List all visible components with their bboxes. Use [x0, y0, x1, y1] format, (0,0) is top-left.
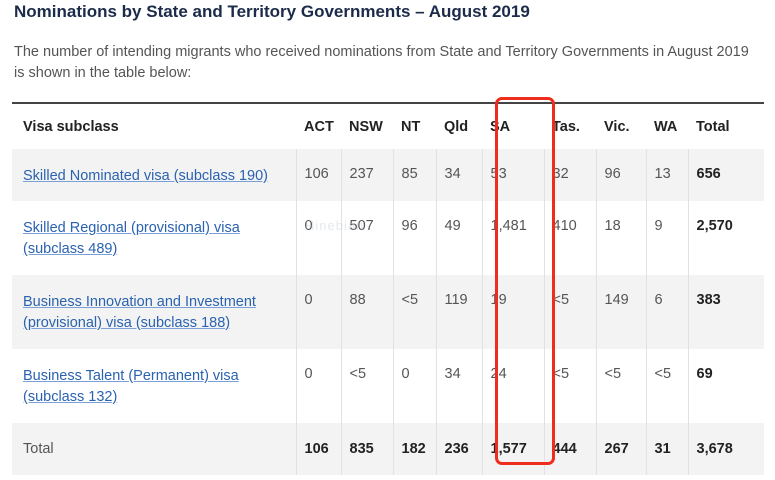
total-vic: 267	[595, 423, 646, 475]
total-label: Total	[23, 440, 54, 457]
header-nt: NT	[401, 118, 421, 135]
cell-qld: 119	[435, 275, 482, 349]
cell-qld: 49	[435, 201, 482, 275]
total-row: Total 106 835 182 236 1,577 444 267 31 3…	[12, 423, 764, 475]
header-act: ACT	[304, 118, 334, 135]
cell-act: 0	[295, 201, 341, 275]
cell-total: 383	[687, 275, 764, 349]
cell-tas: <5	[543, 275, 596, 349]
visa-link-line1: Skilled Regional (provisional) visa	[23, 220, 240, 236]
header-vic: Vic.	[604, 118, 630, 135]
visa-cell: Business Talent (Permanent) visa (subclas…	[12, 349, 296, 423]
visa-link-190[interactable]: Skilled Nominated visa (subclass 190)	[23, 168, 268, 184]
total-nt: 182	[392, 423, 436, 475]
cell-wa: 6	[645, 275, 688, 349]
cell-act: 0	[295, 275, 341, 349]
cell-vic: <5	[595, 349, 646, 423]
cell-nt: <5	[392, 275, 436, 349]
total-act: 106	[295, 423, 341, 475]
total-grand: 3,678	[687, 423, 764, 475]
cell-vic: 18	[595, 201, 646, 275]
cell-nt: 0	[392, 349, 436, 423]
table-row: Skilled Nominated visa (subclass 190) 10…	[12, 149, 764, 201]
cell-qld: 34	[435, 349, 482, 423]
cell-wa: <5	[645, 349, 688, 423]
header-qld: Qld	[444, 118, 469, 135]
cell-nsw: <5	[340, 349, 393, 423]
visa-link-132[interactable]: Business Talent (Permanent) visa (subclas…	[23, 368, 239, 405]
page-title: Nominations by State and Territory Gover…	[14, 2, 530, 21]
cell-wa: 9	[645, 201, 688, 275]
header-sa: SA	[490, 118, 511, 135]
visa-link-line2: (provisional) visa (subclass 188)	[23, 315, 231, 331]
total-tas: 444	[543, 423, 596, 475]
intro-text: The number of intending migrants who rec…	[14, 44, 749, 81]
visa-link-line2: (subclass 489)	[23, 241, 118, 257]
cell-sa: 1,481	[481, 201, 544, 275]
total-qld: 236	[435, 423, 482, 475]
table-row: Business Innovation and Investment (provi…	[12, 275, 764, 349]
cell-nt: 96	[392, 201, 436, 275]
cell-total: 656	[687, 149, 764, 201]
visa-cell: Business Innovation and Investment (provi…	[12, 275, 296, 349]
cell-wa: 13	[645, 149, 688, 201]
cell-total: 69	[687, 349, 764, 423]
visa-link-line1: Business Talent (Permanent) visa	[23, 368, 239, 384]
visa-link-line1: Business Innovation and Investment	[23, 294, 256, 310]
visa-link-line2: (subclass 132)	[23, 389, 118, 405]
cell-act: 0	[295, 349, 341, 423]
cell-sa: 19	[481, 275, 544, 349]
header-total: Total	[696, 118, 730, 135]
cell-nt: 85	[392, 149, 436, 201]
header-visa-subclass: Visa subclass	[23, 118, 119, 135]
table-row: Business Talent (Permanent) visa (subclas…	[12, 349, 764, 423]
cell-total: 2,570	[687, 201, 764, 275]
visa-cell: Skilled Nominated visa (subclass 190)	[12, 149, 296, 201]
cell-nsw: 507	[340, 201, 393, 275]
total-nsw: 835	[340, 423, 393, 475]
cell-tas: <5	[543, 349, 596, 423]
visa-cell: Skilled Regional (provisional) visa (subc…	[12, 201, 296, 275]
table-row: Skilled Regional (provisional) visa (subc…	[12, 201, 764, 275]
cell-nsw: 237	[340, 149, 393, 201]
header-wa: WA	[654, 118, 678, 135]
cell-sa: 24	[481, 349, 544, 423]
cell-tas: 410	[543, 201, 596, 275]
total-wa: 31	[645, 423, 688, 475]
cell-tas: 32	[543, 149, 596, 201]
cell-vic: 96	[595, 149, 646, 201]
cell-qld: 34	[435, 149, 482, 201]
header-tas: Tas.	[552, 118, 580, 135]
cell-vic: 149	[595, 275, 646, 349]
cell-act: 106	[295, 149, 341, 201]
table-header-row: Visa subclass ACT NSW NT Qld SA Tas. Vic…	[12, 103, 764, 149]
cell-sa: 53	[481, 149, 544, 201]
header-nsw: NSW	[349, 118, 383, 135]
cell-nsw: 88	[340, 275, 393, 349]
nominations-table: Visa subclass ACT NSW NT Qld SA Tas. Vic…	[12, 102, 764, 475]
visa-link-188[interactable]: Business Innovation and Investment (provi…	[23, 294, 256, 331]
total-sa: 1,577	[481, 423, 544, 475]
visa-link-489[interactable]: Skilled Regional (provisional) visa (subc…	[23, 220, 240, 257]
